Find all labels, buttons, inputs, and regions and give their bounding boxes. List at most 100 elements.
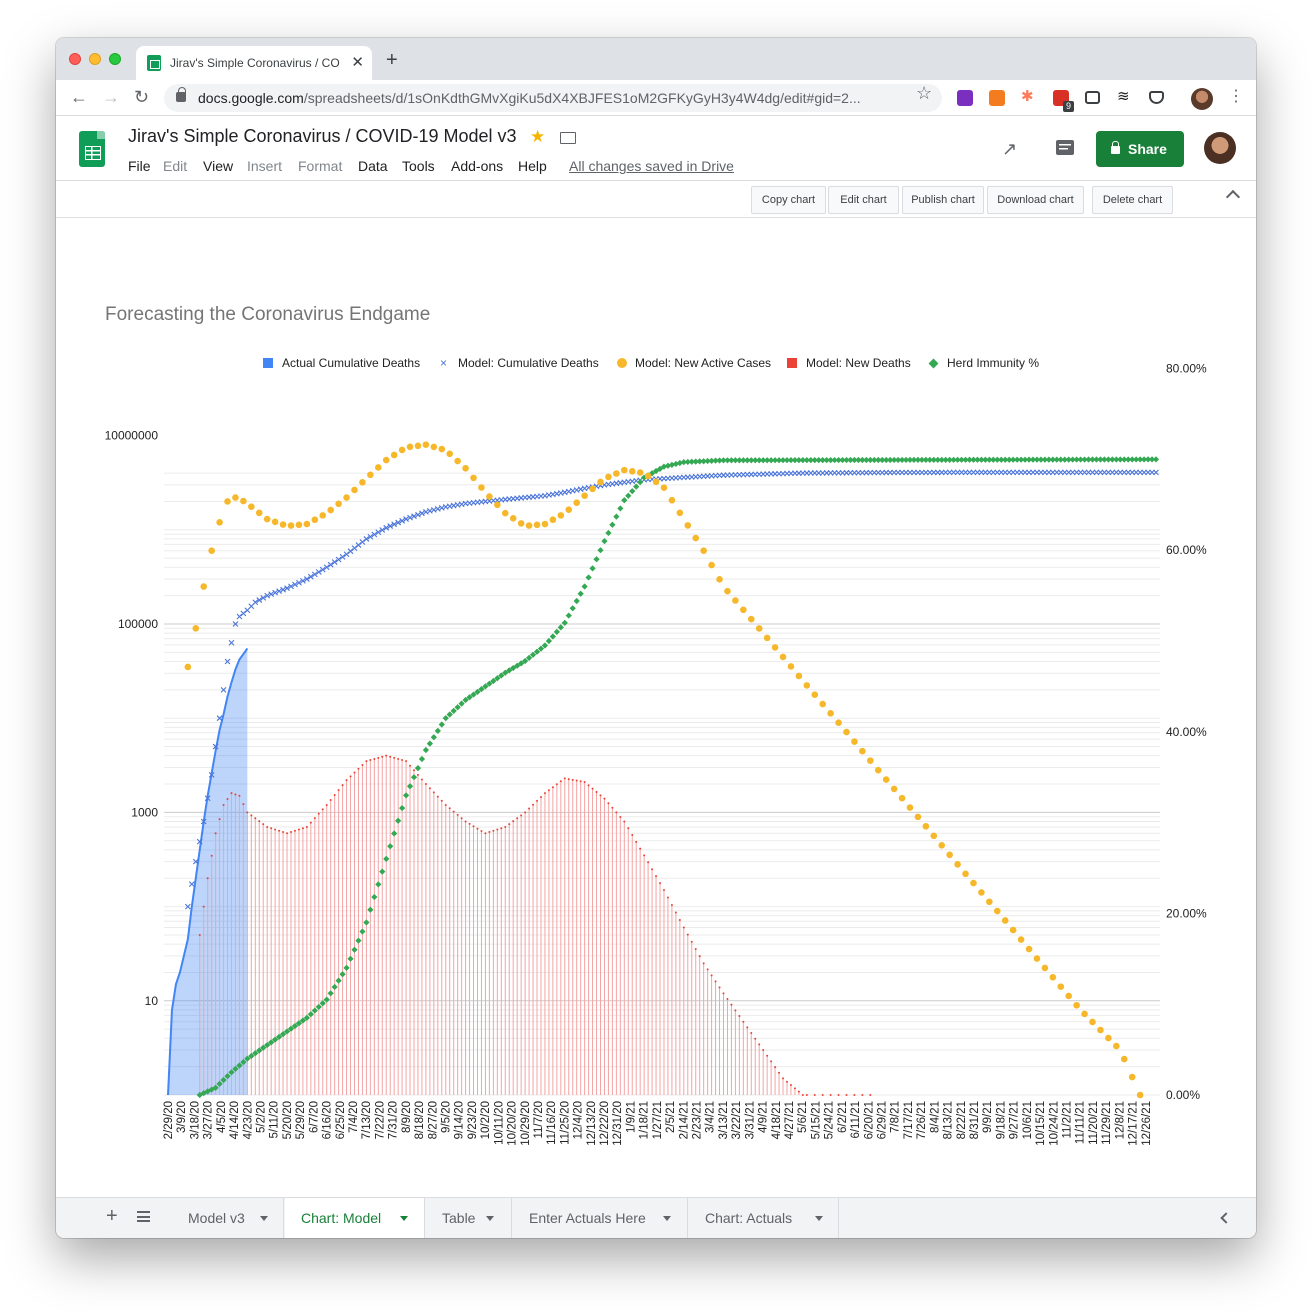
onenote-extension-icon[interactable] [957,90,973,106]
move-to-folder-icon[interactable] [560,132,576,144]
new-deaths-point [456,813,459,816]
sheets-logo-icon[interactable] [79,131,105,167]
back-icon[interactable]: ← [70,87,88,107]
forward-icon[interactable]: → [102,87,120,107]
menu-help[interactable]: Help [518,158,547,174]
new-active-cases-point [398,446,406,454]
chevron-down-icon[interactable] [815,1216,823,1221]
x-tick-label: 2/29/20 [163,1101,175,1139]
edit-chart-button[interactable]: Edit chart [828,186,899,214]
model-cum-deaths-point [399,517,405,524]
x-tick-label: 6/29/21 [877,1101,889,1139]
document-title[interactable]: Jirav's Simple Coronavirus / COVID-19 Mo… [128,126,517,146]
account-avatar[interactable] [1204,132,1236,164]
series-actual-deaths-line [167,647,249,1096]
screenshot-extension-icon[interactable] [1085,91,1100,104]
new-tab-icon[interactable]: + [386,49,398,71]
address-bar[interactable]: docs.google.com/spreadsheets/d/1sOnKdthG… [164,84,942,112]
hubspot-extension-icon[interactable]: ✱ [1021,88,1034,105]
herd-immunity-point [589,565,596,572]
new-deaths-point [476,827,479,830]
herd-immunity-point [216,1080,223,1087]
model-cum-deaths-point [204,795,211,802]
model-cum-deaths-point [264,592,271,599]
comment-icon[interactable] [1056,140,1074,155]
close-window-button[interactable] [69,53,81,65]
sheet-tab-enter-actuals-here[interactable]: Enter Actuals Here [513,1198,688,1238]
new-deaths-point [488,831,491,834]
herd-immunity-point [307,1011,314,1018]
menu-format[interactable]: Format [298,158,343,174]
new-active-cases-point [438,445,446,453]
all-sheets-icon[interactable] [137,1211,150,1222]
share-button[interactable]: Share [1096,131,1184,167]
menu-add-ons[interactable]: Add-ons [451,158,504,174]
sheet-tab-chart-actuals[interactable]: Chart: Actuals [689,1198,839,1238]
model-cum-deaths-point [315,569,322,575]
profile-avatar[interactable] [1191,88,1213,110]
x-tick-label: 3/31/21 [744,1101,756,1139]
scroll-left-icon[interactable] [1220,1212,1232,1224]
herd-immunity-point [1065,456,1072,463]
x-tick-label: 4/23/20 [242,1101,254,1139]
y-tick-label-right: 0.00% [1166,1088,1200,1102]
menu-view[interactable]: View [203,158,234,174]
explore-trend-icon[interactable]: ↗ [1002,139,1018,159]
chart-area[interactable]: Forecasting the Coronavirus Endgame Actua… [56,219,1256,1197]
new-deaths-point [293,829,296,832]
herd-immunity-point [557,624,564,631]
x-tick-label: 2/14/21 [678,1101,690,1139]
bookmark-star-icon[interactable]: ☆ [916,83,933,103]
new-deaths-point [413,769,416,772]
star-icon[interactable]: ★ [530,127,546,146]
legend-swatch [617,358,627,368]
zoom-window-button[interactable] [109,53,121,65]
download-chart-button[interactable]: Download chart [987,186,1084,214]
model-cum-deaths-point [419,510,425,517]
menu-file[interactable]: File [128,158,151,174]
blogger-extension-icon[interactable] [989,90,1005,106]
menu-insert[interactable]: Insert [247,158,283,174]
close-tab-icon[interactable]: ✕ [351,54,364,71]
new-deaths-point [837,1094,840,1096]
pocket-extension-icon[interactable] [1149,91,1164,104]
chart-canvas[interactable]: Forecasting the Coronavirus Endgame Actua… [56,219,1256,1197]
new-active-cases-point [859,747,866,755]
herd-immunity-point [613,513,620,520]
new-deaths-point [710,974,713,977]
x-tick-label: 2/23/21 [692,1101,704,1139]
copy-chart-button[interactable]: Copy chart [751,186,826,214]
chevron-down-icon[interactable] [663,1216,671,1221]
herd-immunity-point [1117,456,1124,463]
buffer-extension-icon[interactable]: ≋ [1117,88,1130,105]
menu-data[interactable]: Data [358,158,388,174]
model-cum-deaths-point [272,589,279,596]
minimize-window-button[interactable] [89,53,101,65]
save-status-link[interactable]: All changes saved in Drive [569,158,734,174]
reload-icon[interactable]: ↻ [134,87,150,107]
add-sheet-icon[interactable]: + [106,1205,118,1227]
sheet-tab-label: Chart: Actuals [705,1210,793,1226]
browser-menu-icon[interactable]: ⋮ [1228,88,1244,105]
sheet-tab-chart-model[interactable]: Chart: Model [285,1198,425,1238]
collapse-chevron-up-icon[interactable] [1225,189,1241,205]
new-deaths-point [639,847,642,850]
new-deaths-point [353,771,356,774]
sheet-tab-table[interactable]: Table [426,1198,512,1238]
menu-tools[interactable]: Tools [402,158,435,174]
new-active-cases-point [430,443,438,451]
x-tick-label: 8/13/21 [943,1101,955,1139]
menu-edit[interactable]: Edit [163,158,188,174]
new-active-cases-point [184,663,192,671]
chevron-down-icon[interactable] [400,1216,408,1221]
chevron-down-icon[interactable] [260,1216,268,1221]
chevron-down-icon[interactable] [486,1216,494,1221]
new-deaths-point [416,773,419,776]
new-deaths-point [266,825,269,828]
herd-immunity-point [260,1044,267,1051]
new-deaths-point [500,827,503,830]
delete-chart-button[interactable]: Delete chart [1092,186,1173,214]
publish-chart-button[interactable]: Publish chart [902,186,984,214]
sheet-tab-model-v3[interactable]: Model v3 [172,1198,284,1238]
browser-tab[interactable]: Jirav's Simple Coronavirus / CO ✕ [136,46,372,80]
